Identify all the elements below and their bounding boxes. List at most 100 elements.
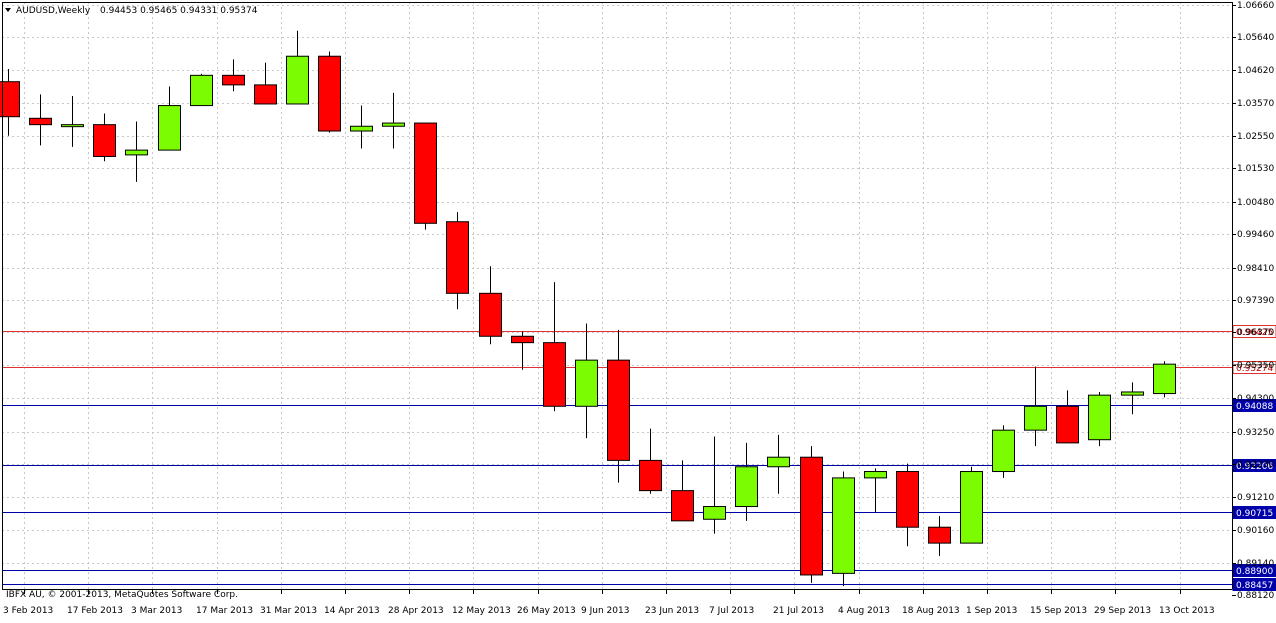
candle (158, 86, 181, 151)
chart-symbol: AUDUSD,Weekly (16, 6, 91, 16)
y-tick-label: 0.98410 (1237, 264, 1274, 274)
candle (671, 460, 694, 522)
candle (93, 113, 116, 162)
level-price-label: 0.88900 (1236, 567, 1273, 577)
y-tick-label: 0.88120 (1237, 591, 1274, 601)
candle-body (735, 466, 758, 508)
candle (0, 68, 20, 136)
candle-body (350, 125, 373, 132)
candle-body (832, 477, 855, 574)
level-price-label: 0.88457 (1236, 581, 1273, 591)
y-tick-label: 1.01530 (1237, 164, 1274, 174)
y-tick-label: 0.97390 (1237, 296, 1274, 306)
y-tick-label: 0.89140 (1237, 559, 1274, 569)
candle (800, 446, 823, 583)
x-tick-label: 28 Apr 2013 (388, 606, 444, 616)
x-tick-label: 29 Sep 2013 (1094, 606, 1151, 616)
level-price-label: 0.96425 (1236, 328, 1273, 338)
y-tick-label: 1.05640 (1237, 33, 1274, 43)
candle (190, 73, 213, 107)
x-tick-label: 12 May 2013 (452, 606, 511, 616)
candle (350, 105, 373, 149)
y-tick-label: 0.93250 (1237, 428, 1274, 438)
y-tick-label: 1.04620 (1237, 66, 1274, 76)
y-tick-label: 0.99460 (1237, 230, 1274, 240)
candle (125, 121, 148, 182)
candle (1056, 390, 1079, 444)
candle (61, 96, 84, 147)
candle-body (29, 117, 52, 126)
candle-body (1121, 391, 1144, 396)
x-tick-label: 21 Jul 2013 (773, 606, 824, 616)
x-tick-label: 1 Sep 2013 (966, 606, 1017, 616)
candle-body (190, 74, 213, 107)
candle-body (511, 335, 534, 344)
candle-body (61, 124, 84, 128)
axes (2, 2, 1276, 596)
x-tick-label: 3 Feb 2013 (3, 606, 53, 616)
candle-body (960, 471, 983, 544)
caret-down-icon[interactable] (5, 8, 11, 12)
candle-body (93, 124, 116, 157)
candle-body (479, 292, 502, 337)
candle (543, 282, 566, 412)
candle (992, 425, 1015, 478)
candle (928, 516, 951, 556)
y-tick-label: 0.96370 (1237, 328, 1274, 338)
y-tick-label: 1.06660 (1237, 1, 1274, 11)
candle (832, 471, 855, 587)
candle-body (543, 342, 566, 407)
candle (575, 323, 598, 439)
y-tick-label: 1.02550 (1237, 132, 1274, 142)
candle-body (1056, 405, 1079, 444)
candles (0, 30, 1176, 587)
candle (1024, 366, 1047, 447)
candle-body (1024, 405, 1047, 431)
y-tick-label: 1.00480 (1237, 198, 1274, 208)
candle (767, 434, 790, 494)
x-tick-label: 3 Mar 2013 (131, 606, 182, 616)
x-tick-label: 26 May 2013 (517, 606, 576, 616)
y-tick-label: 0.94300 (1237, 394, 1274, 404)
level-price-label: 0.90715 (1236, 509, 1273, 519)
x-tick-label: 9 Jun 2013 (581, 606, 629, 616)
chart-ohlc: 0.94453 0.95465 0.94331 0.95374 (100, 6, 258, 16)
candle (896, 463, 919, 547)
candle-body (703, 506, 726, 520)
candle-body (992, 429, 1015, 473)
candle (1153, 361, 1176, 398)
candle (703, 436, 726, 534)
candle-body (671, 490, 694, 522)
candle-body (800, 456, 823, 576)
copyright-text: IBFX AU, © 2001-2013, MetaQuotes Softwar… (6, 590, 238, 600)
chart-header: AUDUSD,Weekly 0.94453 0.95465 0.94331 0.… (5, 6, 258, 16)
candle (864, 468, 887, 513)
x-tick-label: 4 Aug 2013 (838, 606, 890, 616)
candle-body (446, 221, 469, 294)
y-tick-label: 0.90160 (1237, 526, 1274, 536)
candle-body (318, 55, 341, 132)
x-tick-label: 15 Sep 2013 (1030, 606, 1087, 616)
candle-body (414, 122, 437, 224)
candle-body (222, 74, 245, 86)
candle (735, 442, 758, 521)
candle (286, 30, 309, 105)
y-tick-label: 0.92230 (1237, 460, 1274, 470)
candle-body (158, 105, 181, 151)
candle-body (1088, 394, 1111, 441)
y-tick-label: 0.91210 (1237, 493, 1274, 503)
candle (318, 51, 341, 133)
candle (414, 122, 437, 230)
candle (607, 329, 630, 483)
candle-body (1153, 363, 1176, 395)
candle (511, 331, 534, 370)
candle-body (928, 526, 951, 544)
candle (639, 428, 662, 494)
candle-body (125, 149, 148, 156)
y-tick-label: 1.03570 (1237, 99, 1274, 109)
x-tick-label: 14 Apr 2013 (324, 606, 380, 616)
x-tick-label: 17 Feb 2013 (67, 606, 123, 616)
x-tick-label: 13 Oct 2013 (1159, 606, 1215, 616)
